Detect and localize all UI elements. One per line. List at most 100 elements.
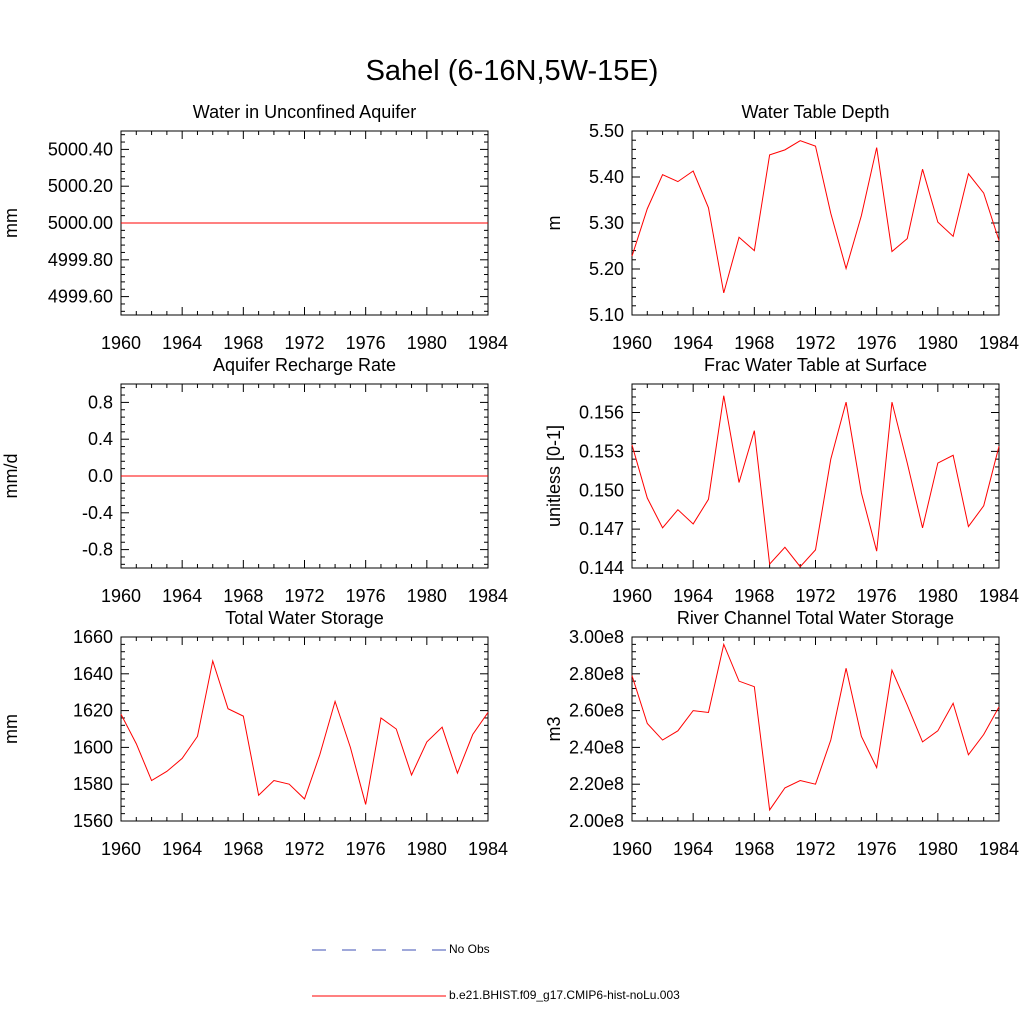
y-tick-label: 2.80e8 bbox=[569, 664, 624, 684]
plot-frame bbox=[631, 636, 1000, 822]
y-tick-label: 5.10 bbox=[589, 305, 624, 325]
x-tick-label: 1964 bbox=[162, 839, 202, 859]
y-tick-label: -0.8 bbox=[82, 540, 113, 560]
x-tick-label: 1960 bbox=[101, 333, 141, 353]
x-tick-label: 1976 bbox=[346, 333, 386, 353]
y-tick-label: 5000.40 bbox=[48, 139, 113, 159]
x-tick-label: 1960 bbox=[612, 586, 652, 606]
x-tick-label: 1968 bbox=[734, 839, 774, 859]
y-tick-label: 4999.60 bbox=[48, 287, 113, 307]
x-tick-label: 1960 bbox=[612, 333, 652, 353]
x-tick-label: 1984 bbox=[979, 333, 1019, 353]
y-tick-label: 5000.00 bbox=[48, 213, 113, 233]
x-tick-label: 1960 bbox=[101, 839, 141, 859]
y-tick-label: 5.50 bbox=[589, 121, 624, 141]
y-tick-label: 1660 bbox=[73, 627, 113, 647]
x-tick-label: 1964 bbox=[673, 586, 713, 606]
panel-1: Water in Unconfined Aquifer 1960 1964 1968 1… bbox=[1, 102, 508, 353]
y-tick-label: 0.153 bbox=[579, 441, 624, 461]
y-tick-label: 0.8 bbox=[88, 392, 113, 412]
y-tick-label: 4999.80 bbox=[48, 250, 113, 270]
x-tick-label: 1976 bbox=[346, 839, 386, 859]
y-tick-label: 1640 bbox=[73, 664, 113, 684]
y-tick-label: 3.00e8 bbox=[569, 627, 624, 647]
figure-title: Sahel (6-16N,5W-15E) bbox=[365, 55, 659, 87]
panel-title: Water Table Depth bbox=[741, 102, 889, 122]
panel-title: Water in Unconfined Aquifer bbox=[193, 102, 416, 122]
y-tick-label: 2.00e8 bbox=[569, 811, 624, 831]
x-tick-label: 1984 bbox=[468, 333, 508, 353]
plot-frame bbox=[631, 130, 1000, 316]
series-line bbox=[631, 140, 1000, 294]
x-tick-label: 1976 bbox=[857, 586, 897, 606]
x-tick-label: 1980 bbox=[918, 333, 958, 353]
x-tick-label: 1964 bbox=[162, 333, 202, 353]
y-tick-label: 0.156 bbox=[579, 403, 624, 423]
y-tick-label: 0.144 bbox=[579, 558, 624, 578]
panel-6: River Channel Total Water Storage 1960 196… bbox=[544, 608, 1019, 859]
y-axis-label: mm bbox=[1, 208, 21, 238]
y-tick-label: 2.40e8 bbox=[569, 737, 624, 757]
x-tick-label: 1972 bbox=[795, 333, 835, 353]
y-axis-label: mm/d bbox=[1, 454, 21, 499]
y-tick-label: 1620 bbox=[73, 701, 113, 721]
x-tick-label: 1972 bbox=[284, 586, 324, 606]
panel-5: Total Water Storage 1960 1964 1968 1972 1976 1… bbox=[1, 608, 508, 859]
y-tick-label: 1580 bbox=[73, 774, 113, 794]
x-tick-label: 1980 bbox=[407, 333, 447, 353]
y-axis-label: mm bbox=[1, 714, 21, 744]
y-axis-label: m bbox=[544, 216, 564, 231]
y-tick-label: 2.60e8 bbox=[569, 701, 624, 721]
y-tick-label: -0.4 bbox=[82, 503, 113, 523]
x-tick-label: 1972 bbox=[284, 333, 324, 353]
y-tick-label: 5.40 bbox=[589, 167, 624, 187]
series-line bbox=[631, 395, 1000, 568]
x-tick-label: 1964 bbox=[673, 839, 713, 859]
panel-title: Frac Water Table at Surface bbox=[704, 355, 927, 375]
x-tick-label: 1976 bbox=[857, 839, 897, 859]
x-tick-label: 1984 bbox=[979, 839, 1019, 859]
y-tick-label: 1600 bbox=[73, 737, 113, 757]
series-line bbox=[631, 642, 1000, 812]
x-tick-label: 1984 bbox=[468, 586, 508, 606]
x-tick-label: 1972 bbox=[795, 586, 835, 606]
series-line bbox=[120, 658, 489, 805]
y-axis-label: unitless [0-1] bbox=[544, 425, 564, 527]
x-tick-label: 1976 bbox=[857, 333, 897, 353]
x-tick-label: 1968 bbox=[734, 586, 774, 606]
plot-frame bbox=[631, 383, 1000, 569]
x-tick-label: 1968 bbox=[223, 839, 263, 859]
x-tick-label: 1964 bbox=[162, 586, 202, 606]
y-tick-label: 1560 bbox=[73, 811, 113, 831]
y-axis-label: m3 bbox=[544, 716, 564, 741]
x-tick-label: 1968 bbox=[734, 333, 774, 353]
x-tick-label: 1976 bbox=[346, 586, 386, 606]
panel-title: River Channel Total Water Storage bbox=[677, 608, 954, 628]
y-tick-label: 0.0 bbox=[88, 466, 113, 486]
y-tick-label: 0.147 bbox=[579, 519, 624, 539]
x-tick-label: 1984 bbox=[468, 839, 508, 859]
x-tick-label: 1984 bbox=[979, 586, 1019, 606]
x-tick-label: 1968 bbox=[223, 333, 263, 353]
y-tick-label: 2.20e8 bbox=[569, 774, 624, 794]
panel-4: Frac Water Table at Surface 1960 1964 1968 1… bbox=[544, 355, 1019, 606]
x-tick-label: 1980 bbox=[407, 839, 447, 859]
y-tick-label: 5.30 bbox=[589, 213, 624, 233]
x-tick-label: 1980 bbox=[918, 586, 958, 606]
x-tick-label: 1980 bbox=[918, 839, 958, 859]
panel-3: Aquifer Recharge Rate 1960 1964 1968 1972 197… bbox=[1, 355, 508, 606]
x-tick-label: 1960 bbox=[101, 586, 141, 606]
y-tick-label: 0.150 bbox=[579, 480, 624, 500]
y-tick-label: 5000.20 bbox=[48, 176, 113, 196]
panel-title: Aquifer Recharge Rate bbox=[213, 355, 396, 375]
y-tick-label: 0.4 bbox=[88, 429, 113, 449]
x-tick-label: 1980 bbox=[407, 586, 447, 606]
x-tick-label: 1960 bbox=[612, 839, 652, 859]
x-tick-label: 1968 bbox=[223, 586, 263, 606]
x-tick-label: 1964 bbox=[673, 333, 713, 353]
panel-title: Total Water Storage bbox=[225, 608, 383, 628]
x-tick-label: 1972 bbox=[795, 839, 835, 859]
plot-frame bbox=[120, 636, 489, 822]
y-tick-label: 5.20 bbox=[589, 259, 624, 279]
